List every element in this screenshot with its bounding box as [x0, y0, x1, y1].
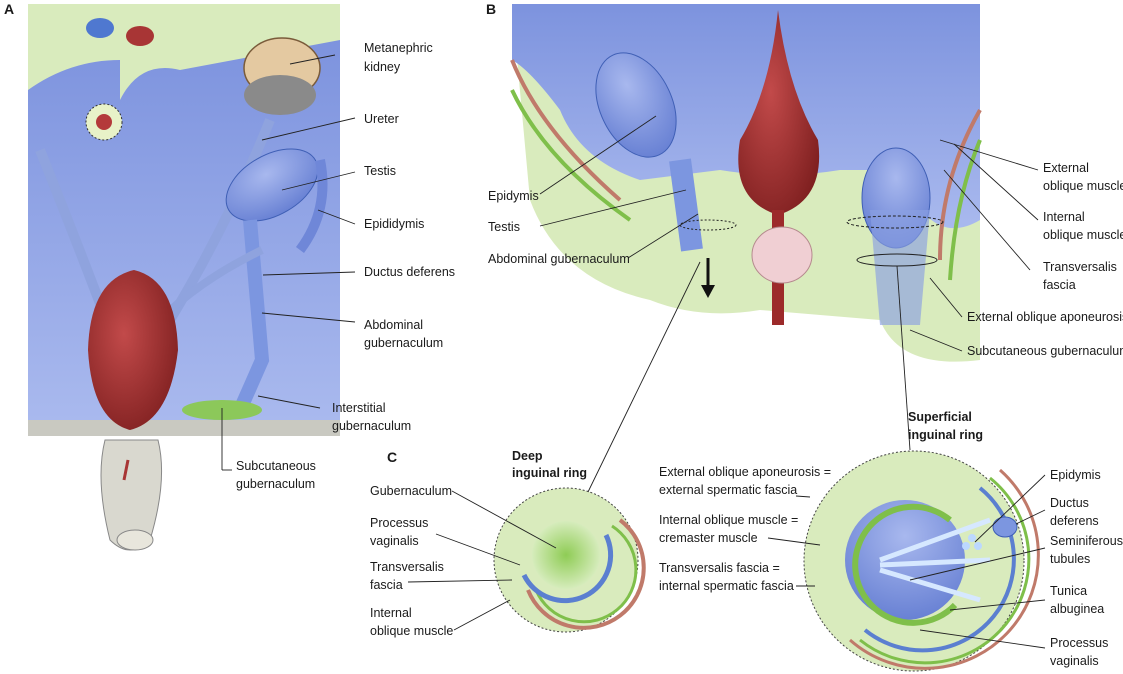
label-deep-ring-title-2: inguinal ring: [512, 466, 587, 480]
sup-ring-testis: [845, 500, 965, 620]
label-tf-eq-2: internal spermatic fascia: [659, 579, 794, 593]
label-epididymis-a: Epididymis: [364, 217, 424, 231]
kidney-lower-lobe: [244, 75, 316, 115]
label-tf-eq-1: Transversalis fascia =: [659, 561, 780, 575]
sup-ring-epidymis-dot-3: [974, 542, 982, 550]
deep-ring-fascia-green: [534, 524, 638, 624]
superficial-ring-cross-section: [803, 450, 1040, 672]
connector-superficial-ring: [896, 265, 911, 451]
panel-b-illustration: [510, 4, 982, 362]
label-internal-oblique-muscle-c-2: oblique muscle: [370, 624, 453, 638]
body-wall-band: [28, 420, 340, 436]
label-epidymis-b: Epidymis: [488, 189, 539, 203]
phallic-tissue-b: [751, 226, 813, 284]
panel-c-letter: C: [387, 449, 397, 465]
label-transversalis-fascia-c-1: Transversalis: [370, 560, 444, 574]
processus-vaginalis-b-right: [870, 210, 930, 325]
label-processus-vaginalis-c-left-1: Processus: [370, 516, 428, 530]
deep-ring-processus: [521, 533, 614, 604]
descent-arrow-head: [701, 285, 715, 298]
label-metanephric-kidney-1: Metanephric: [364, 41, 433, 55]
seminiferous-tubules-shape: [879, 517, 991, 603]
label-seminiferous-tubules-1: Seminiferous: [1050, 534, 1123, 548]
label-internal-oblique-muscle-1: Internal: [1043, 210, 1085, 224]
testis-b-left: [595, 52, 677, 158]
wall-layer-red-left: [510, 59, 622, 202]
deep-ring-fascia-red: [526, 518, 646, 630]
label-abdominal-gubernaculum-a-2: gubernaculum: [364, 336, 443, 350]
deep-ring-gubernaculum: [532, 521, 600, 589]
label-ductus-deferens-c-1: Ductus: [1050, 496, 1089, 510]
label-subcutaneous-gubernaculum-a-2: gubernaculum: [236, 477, 315, 491]
label-transversalis-fascia-b-2: fascia: [1043, 278, 1076, 292]
label-iom-eq-1: Internal oblique muscle =: [659, 513, 798, 527]
bladder-a: [88, 270, 178, 430]
panel-a-letter: A: [4, 1, 14, 17]
label-epidymis-c: Epidymis: [1050, 468, 1101, 482]
label-tunica-albuginea-1: Tunica: [1050, 584, 1087, 598]
phallus-base-a: [116, 529, 154, 551]
label-interstitial-gubernaculum-1: Interstitial: [332, 401, 386, 415]
label-testis-b: Testis: [488, 220, 520, 234]
sup-ring-epidymis-dot-2: [962, 542, 970, 550]
sup-ring-epidymis-dot-1: [968, 534, 976, 542]
vessel-disc-blue: [86, 18, 114, 38]
label-external-oblique-muscle-1: External: [1043, 161, 1089, 175]
label-subcutaneous-gubernaculum-a-1: Subcutaneous: [236, 459, 316, 473]
epididymis-a: [295, 159, 328, 253]
label-abdominal-gubernaculum-b: Abdominal gubernaculum: [488, 252, 630, 266]
label-internal-oblique-muscle-c-1: Internal: [370, 606, 412, 620]
wall-layer-green-right: [948, 139, 982, 281]
label-external-oblique-aponeurosis-b: External oblique aponeurosis: [967, 310, 1123, 324]
label-seminiferous-tubules-2: tubules: [1050, 552, 1090, 566]
sup-ring-layer-red-1: [849, 468, 1040, 670]
label-ductus-deferens-c-2: deferens: [1050, 514, 1099, 528]
wall-layer-red-right: [938, 109, 982, 261]
sup-ring-tunica: [852, 503, 958, 626]
abdominal-gubernaculum-a: [233, 219, 270, 413]
connector-deep-ring: [587, 261, 701, 493]
label-processus-vaginalis-c-right-1: Processus: [1050, 636, 1108, 650]
sup-ring-ductus: [992, 516, 1018, 538]
label-ductus-deferens-a: Ductus deferens: [364, 265, 455, 279]
small-cross-section-core: [96, 114, 112, 130]
leader-lines: [221, 54, 1046, 649]
sup-ring-layer-green-1: [859, 476, 1031, 665]
label-metanephric-kidney-2: kidney: [364, 60, 401, 74]
label-eoa-eq-2: external spermatic fascia: [659, 483, 797, 497]
testis-a: [225, 148, 319, 222]
deep-ring-ellipse: [679, 219, 737, 231]
vessel-disc-red: [126, 26, 154, 46]
wall-layer-green-left: [510, 89, 632, 222]
label-external-oblique-muscle-2: oblique muscle: [1043, 179, 1123, 193]
label-tunica-albuginea-2: albuginea: [1050, 602, 1104, 616]
label-interstitial-gubernaculum-2: gubernaculum: [332, 419, 411, 433]
label-eoa-eq-1: External oblique aponeurosis =: [659, 465, 831, 479]
label-transversalis-fascia-c-2: fascia: [370, 578, 403, 592]
label-processus-vaginalis-c-right-2: vaginalis: [1050, 654, 1099, 668]
label-superficial-ring-title-2: inguinal ring: [908, 428, 983, 442]
label-internal-oblique-muscle-2: oblique muscle: [1043, 228, 1123, 242]
label-subcutaneous-gubernaculum-b: Subcutaneous gubernaculum: [967, 344, 1123, 358]
deep-ring-cross-section: [493, 487, 646, 633]
label-iom-eq-2: cremaster muscle: [659, 531, 758, 545]
panel-b-letter: B: [486, 1, 496, 17]
label-abdominal-gubernaculum-a-1: Abdominal: [364, 318, 423, 332]
label-processus-vaginalis-c-left-2: vaginalis: [370, 534, 419, 548]
internal-ring-ellipse-right: [846, 215, 944, 229]
label-superficial-ring-title-1: Superficial: [908, 410, 972, 424]
label-testis-a: Testis: [364, 164, 396, 178]
label-ureter: Ureter: [364, 112, 399, 126]
panel-a-illustration: [28, 4, 340, 551]
bladder-b: [738, 10, 820, 215]
abdominal-gubernaculum-b: [669, 158, 703, 252]
label-deep-ring-title-1: Deep: [512, 449, 543, 463]
urethra-a: [122, 459, 130, 481]
label-gubernaculum-c: Gubernaculum: [370, 484, 452, 498]
label-transversalis-fascia-b-1: Transversalis: [1043, 260, 1117, 274]
